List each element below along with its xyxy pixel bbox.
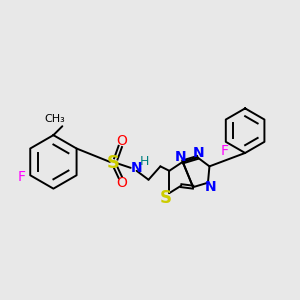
- Text: O: O: [116, 176, 127, 190]
- Text: N: N: [205, 180, 217, 194]
- Text: S: S: [106, 154, 119, 172]
- Text: N: N: [193, 146, 205, 160]
- Text: O: O: [116, 134, 127, 148]
- Text: N: N: [175, 150, 186, 164]
- Text: N: N: [131, 161, 142, 175]
- Text: H: H: [140, 155, 149, 168]
- Text: F: F: [17, 170, 25, 184]
- Text: S: S: [160, 189, 172, 207]
- Text: F: F: [220, 144, 228, 158]
- Text: CH₃: CH₃: [44, 114, 65, 124]
